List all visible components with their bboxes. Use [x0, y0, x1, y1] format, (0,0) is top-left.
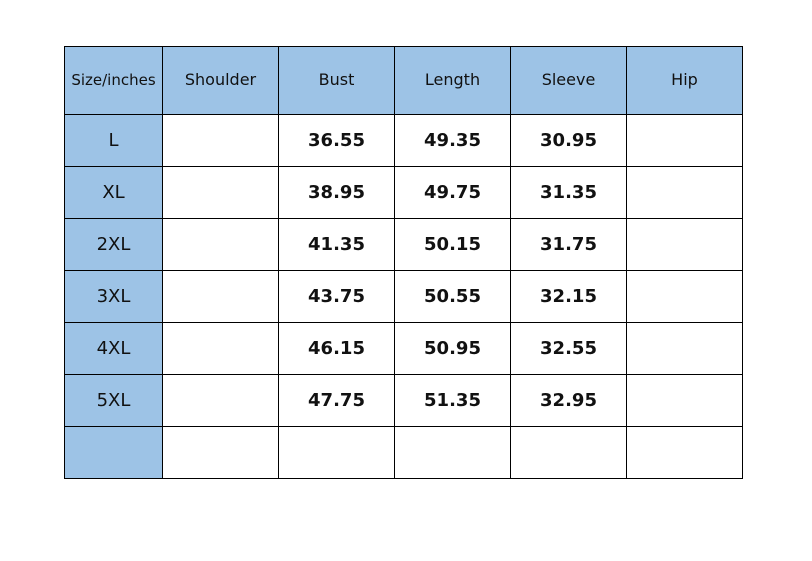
bust-cell: 46.15 — [278, 322, 395, 375]
size-cell — [64, 426, 163, 479]
length-cell: 50.55 — [394, 270, 511, 323]
sleeve-cell: 31.35 — [510, 166, 627, 219]
table-row: 3XL 43.75 50.55 32.15 — [64, 270, 743, 323]
size-cell: 2XL — [64, 218, 163, 271]
table-body: L 36.55 49.35 30.95 XL 38.95 49.75 31.35… — [64, 114, 743, 479]
hip-cell — [626, 322, 743, 375]
sleeve-cell: 32.15 — [510, 270, 627, 323]
size-chart-table: Size/inches Shoulder Bust Length Sleeve … — [64, 46, 743, 479]
sleeve-cell: 31.75 — [510, 218, 627, 271]
sleeve-cell: 32.95 — [510, 374, 627, 427]
size-cell: 3XL — [64, 270, 163, 323]
shoulder-cell — [162, 374, 279, 427]
bust-cell: 43.75 — [278, 270, 395, 323]
length-cell: 50.15 — [394, 218, 511, 271]
sleeve-cell: 32.55 — [510, 322, 627, 375]
hip-cell — [626, 374, 743, 427]
length-cell: 51.35 — [394, 374, 511, 427]
header-hip: Hip — [626, 46, 743, 115]
size-cell: 4XL — [64, 322, 163, 375]
shoulder-cell — [162, 426, 279, 479]
shoulder-cell — [162, 114, 279, 167]
table-row: L 36.55 49.35 30.95 — [64, 114, 743, 167]
bust-cell: 47.75 — [278, 374, 395, 427]
table-row: XL 38.95 49.75 31.35 — [64, 166, 743, 219]
length-cell: 49.75 — [394, 166, 511, 219]
shoulder-cell — [162, 322, 279, 375]
size-cell: 5XL — [64, 374, 163, 427]
header-row: Size/inches Shoulder Bust Length Sleeve … — [64, 46, 743, 115]
size-cell: L — [64, 114, 163, 167]
header-sleeve: Sleeve — [510, 46, 627, 115]
hip-cell — [626, 114, 743, 167]
length-cell: 49.35 — [394, 114, 511, 167]
table-row — [64, 426, 743, 479]
header-length: Length — [394, 46, 511, 115]
sleeve-cell: 30.95 — [510, 114, 627, 167]
table-header: Size/inches Shoulder Bust Length Sleeve … — [64, 46, 743, 115]
header-size-inches: Size/inches — [64, 46, 163, 115]
size-cell: XL — [64, 166, 163, 219]
hip-cell — [626, 270, 743, 323]
shoulder-cell — [162, 270, 279, 323]
sleeve-cell — [510, 426, 627, 479]
length-cell: 50.95 — [394, 322, 511, 375]
hip-cell — [626, 426, 743, 479]
header-shoulder: Shoulder — [162, 46, 279, 115]
table-row: 4XL 46.15 50.95 32.55 — [64, 322, 743, 375]
shoulder-cell — [162, 218, 279, 271]
bust-cell — [278, 426, 395, 479]
table-row: 5XL 47.75 51.35 32.95 — [64, 374, 743, 427]
hip-cell — [626, 218, 743, 271]
hip-cell — [626, 166, 743, 219]
bust-cell: 36.55 — [278, 114, 395, 167]
bust-cell: 38.95 — [278, 166, 395, 219]
bust-cell: 41.35 — [278, 218, 395, 271]
shoulder-cell — [162, 166, 279, 219]
length-cell — [394, 426, 511, 479]
header-bust: Bust — [278, 46, 395, 115]
table-row: 2XL 41.35 50.15 31.75 — [64, 218, 743, 271]
